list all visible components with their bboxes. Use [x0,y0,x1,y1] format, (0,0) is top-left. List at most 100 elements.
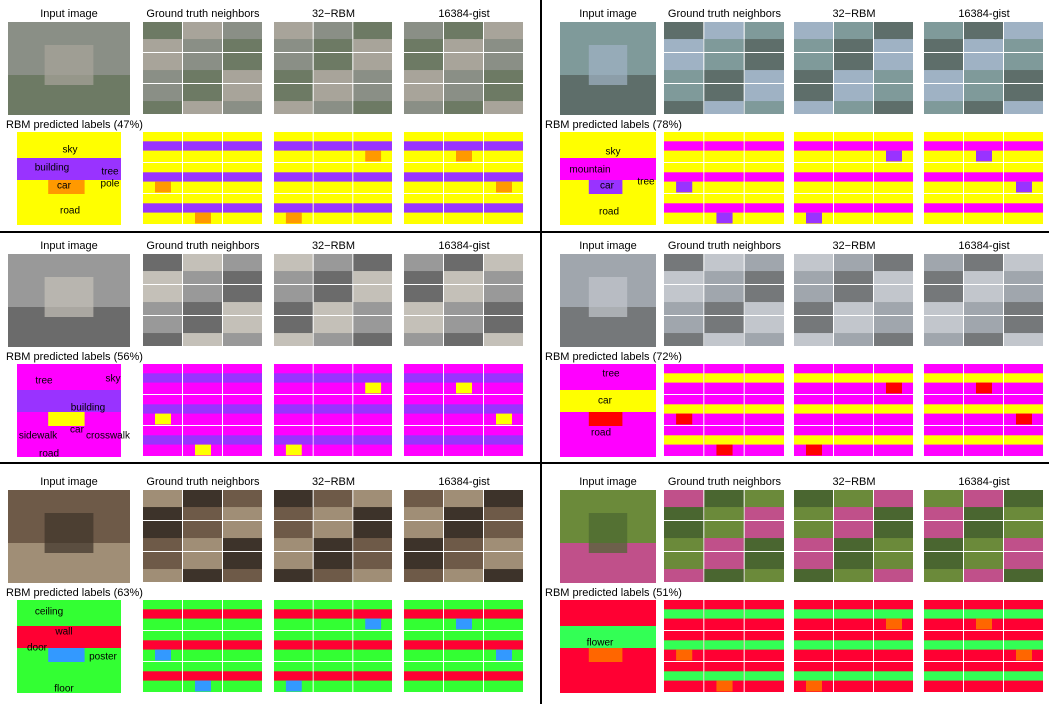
label-map-region [1004,373,1043,383]
neighbor-image-detail [183,333,222,346]
neighbor-image-detail [223,271,262,284]
neighbor-image-detail [964,70,1003,83]
neighbor-image-detail [274,507,313,520]
region-label: sky [106,374,121,385]
label-map-region [964,141,1003,151]
neighbor-image-detail [484,302,523,315]
label-map-region [274,640,313,650]
neighbor-image-detail [444,70,483,83]
neighbor-image-detail [404,39,443,52]
neighbor-image-detail [964,507,1003,520]
label-map-region [353,203,392,213]
label-map-region [676,413,693,425]
label-map-region [664,373,704,383]
label-map-region [964,404,1003,414]
label-map-region [404,373,443,383]
neighbor-image-detail [484,101,523,114]
region-label: tree [101,167,119,178]
predicted-label-region [17,158,121,180]
caption: RBM predicted labels (47%) [6,119,143,131]
label-map-region [404,404,443,414]
label-map-region [313,141,353,151]
neighbor-image-detail [744,271,784,284]
neighbor-image-detail [444,302,483,315]
label-map-region [964,373,1003,383]
label-map-region [223,404,262,414]
label-map-region [924,373,963,383]
label-map-region [183,141,222,151]
neighbor-image-detail [274,302,313,315]
label-map-region [976,150,992,162]
region-label: car [598,396,613,407]
neighbor-image-detail [874,538,913,551]
label-map-region [365,150,382,162]
predicted-label-region [588,180,623,194]
neighbor-image-detail [664,569,704,582]
label-map-region [183,671,222,681]
label-map-region [1004,141,1043,151]
neighbor-image-detail [444,507,483,520]
neighbor-image-detail [1004,538,1043,551]
column-header: 16384-gist [438,8,489,20]
label-map-region [834,671,873,681]
neighbor-image-detail [353,271,392,284]
label-map-region [964,671,1003,681]
neighbor-image-detail [744,569,784,582]
neighbor-image-detail [834,271,873,284]
neighbor-image-detail [834,507,873,520]
region-label: car [600,181,615,192]
neighbor-image-detail [664,271,704,284]
label-map-region [834,203,873,213]
label-map-region [794,172,833,182]
label-map-region [806,680,822,692]
neighbor-image-detail [143,271,182,284]
label-map-region [365,382,382,394]
label-map-region [704,640,744,650]
neighbor-image-detail [924,333,963,346]
neighbor-image-detail [274,70,313,83]
caption: RBM predicted labels (56%) [6,351,143,363]
label-map-region [484,172,523,182]
neighbor-image-detail [444,39,483,52]
label-map-region [444,373,483,383]
label-map-region [976,382,992,394]
label-map-region [664,141,704,151]
neighbor-image-detail [353,333,392,346]
column-header: Ground truth neighbors [146,476,260,488]
neighbor-image-detail [744,302,784,315]
label-map-region [404,141,443,151]
label-map-region [285,680,302,692]
neighbor-image-detail [834,538,873,551]
neighbor-image-detail [274,333,313,346]
region-label: ceiling [35,607,63,618]
neighbor-image-detail [223,569,262,582]
neighbor-image-detail [704,538,744,551]
input-image-detail [588,513,628,553]
neighbor-image-detail [404,507,443,520]
predicted-label-region [588,412,623,426]
neighbor-image-detail [313,333,353,346]
predicted-label-region [560,158,656,180]
label-map-region [274,404,313,414]
neighbor-image-detail [313,302,353,315]
neighbor-image-detail [274,271,313,284]
label-map-region [964,640,1003,650]
label-map-region [496,413,512,425]
label-map-region [794,609,833,619]
neighbor-image-detail [874,569,913,582]
label-map-region [924,141,963,151]
neighbor-image-detail [444,569,483,582]
label-map-region [183,172,222,182]
label-map-region [404,671,443,681]
label-map-region [794,373,833,383]
neighbor-image-detail [353,70,392,83]
label-map-region [976,618,992,630]
label-map-region [1004,435,1043,445]
label-map-region [874,609,913,619]
neighbor-image-detail [794,271,833,284]
column-header: 16384-gist [438,240,489,252]
column-header: Input image [579,476,636,488]
neighbor-image-detail [794,538,833,551]
neighbor-image-detail [183,507,222,520]
label-map-region [183,435,222,445]
